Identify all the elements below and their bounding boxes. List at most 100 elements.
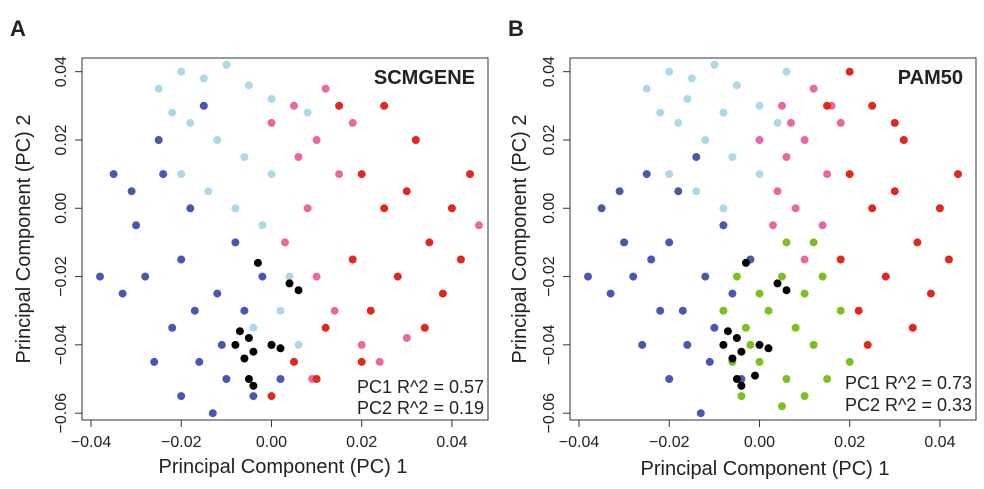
point [791, 204, 800, 213]
point [597, 204, 606, 213]
point [836, 306, 845, 315]
point [782, 67, 791, 76]
annotation-pc2: PC2 R^2 = 0.33 [845, 395, 972, 415]
point [276, 375, 285, 383]
point [357, 340, 366, 349]
point [755, 289, 764, 298]
point [420, 323, 429, 332]
point [177, 67, 186, 76]
point [800, 392, 809, 401]
point [303, 108, 312, 117]
point [782, 375, 791, 383]
point [723, 327, 732, 336]
point [778, 402, 786, 411]
y-tick-label: −0.02 [541, 256, 558, 297]
point [357, 357, 366, 366]
point [683, 340, 692, 349]
point [647, 255, 656, 264]
point [719, 221, 728, 230]
point [335, 101, 344, 110]
point [620, 238, 629, 247]
point [141, 272, 150, 281]
point [809, 84, 818, 93]
y-tick-label: 0.02 [541, 124, 558, 155]
point [204, 187, 213, 196]
point [800, 255, 809, 264]
point [787, 118, 795, 127]
point [701, 272, 710, 281]
point [845, 170, 854, 179]
point [380, 204, 389, 213]
point [132, 221, 141, 230]
point [168, 108, 177, 117]
point [782, 286, 791, 295]
y-tick-label: −0.04 [541, 325, 558, 366]
point [665, 67, 674, 76]
point [890, 118, 899, 127]
point [823, 170, 832, 179]
point [402, 187, 411, 196]
point [267, 170, 276, 179]
point [258, 221, 267, 230]
point [818, 221, 827, 230]
point [380, 101, 389, 110]
point [290, 101, 298, 110]
point [615, 187, 624, 196]
point [249, 381, 258, 390]
point [809, 238, 818, 247]
point [244, 375, 253, 383]
point [348, 255, 357, 264]
point [710, 60, 719, 69]
point [456, 255, 465, 264]
point [231, 340, 240, 349]
point [267, 340, 276, 349]
point [935, 204, 944, 213]
x-axis-label: Principal Component (PC) 1 [159, 456, 408, 478]
panel-label: B [508, 16, 524, 41]
point [818, 272, 827, 281]
x-tick-label: 0.00 [744, 434, 775, 451]
point [728, 289, 737, 298]
point [253, 258, 262, 267]
point [674, 187, 683, 196]
point [732, 375, 741, 383]
point [782, 238, 791, 247]
x-tick-label: 0.02 [346, 434, 377, 451]
point [195, 357, 204, 366]
point [755, 101, 764, 110]
point [913, 238, 922, 247]
point [687, 74, 696, 83]
point [244, 81, 253, 90]
point [719, 340, 728, 349]
point [321, 84, 330, 93]
point [312, 375, 321, 383]
y-tick-label: −0.06 [53, 393, 70, 434]
point [800, 289, 809, 298]
panel-label: A [10, 16, 26, 41]
plot-frame [569, 57, 977, 421]
point [773, 279, 782, 288]
point [285, 279, 294, 288]
point [737, 381, 746, 390]
point [357, 170, 366, 179]
x-tick-label: −0.02 [649, 434, 690, 451]
x-tick-label: 0.00 [256, 434, 287, 451]
plot-frame [81, 57, 489, 421]
point [719, 108, 728, 117]
point [791, 323, 800, 332]
x-tick-label: 0.04 [436, 434, 467, 451]
point [177, 392, 186, 401]
y-tick-label: 0.04 [541, 56, 558, 87]
point [186, 118, 195, 127]
point [732, 334, 741, 342]
point [737, 347, 746, 356]
point [606, 289, 615, 298]
x-tick-label: 0.04 [924, 434, 955, 451]
point [755, 340, 764, 349]
point [213, 289, 222, 298]
point [199, 101, 208, 110]
point [732, 272, 741, 281]
point [696, 409, 705, 418]
point [154, 136, 163, 144]
